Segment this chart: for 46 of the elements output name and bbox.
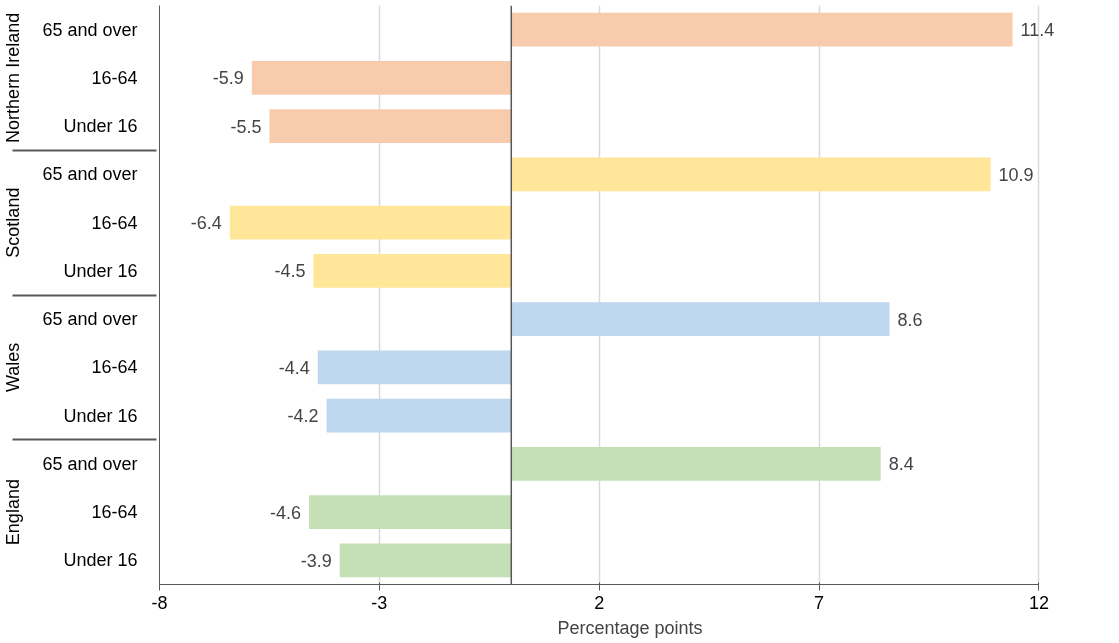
data-label: 8.4	[888, 454, 914, 475]
bar	[229, 205, 512, 240]
x-axis-title: Percentage points	[557, 617, 703, 638]
y-tick-label: Under 16	[63, 550, 138, 571]
data-label: 8.6	[897, 309, 923, 330]
bar	[339, 543, 512, 578]
text: Wales	[3, 342, 24, 393]
x-tick-label: 12	[1028, 592, 1049, 613]
data-label: 10.9	[998, 164, 1034, 185]
x-tick-label: -3	[371, 592, 388, 613]
data-label: -4.6	[269, 502, 302, 523]
bar	[313, 253, 512, 288]
y-tick-label: 65 and over	[42, 19, 138, 40]
y-tick-label: Under 16	[63, 260, 138, 281]
x-tick-label: 2	[594, 592, 605, 613]
data-label: 11.4	[1020, 20, 1055, 41]
y-tick-label: 65 and over	[42, 453, 138, 474]
x-tick-label: 7	[814, 592, 825, 613]
y-tick-label: 16-64	[91, 357, 138, 378]
data-label: -4.4	[278, 357, 310, 378]
bar	[511, 157, 991, 192]
y-tick-label: 16-64	[91, 67, 138, 88]
data-label: -3.9	[300, 550, 332, 571]
bar	[326, 398, 512, 433]
bar	[511, 12, 1013, 47]
data-label: -4.2	[287, 406, 319, 427]
bar	[309, 495, 512, 530]
y-tick-label: 65 and over	[42, 309, 138, 330]
y-tick-label: 65 and over	[42, 164, 138, 185]
bar	[511, 302, 890, 337]
bar	[511, 446, 881, 481]
y-tick-label: 16-64	[91, 212, 138, 233]
text: Northern Ireland	[3, 12, 24, 143]
text: England	[3, 479, 24, 546]
y-tick-label: 16-64	[91, 502, 138, 523]
x-tick-label: -8	[151, 592, 168, 613]
bar	[269, 109, 512, 144]
y-tick-label: Under 16	[63, 405, 138, 426]
y-tick-label: Under 16	[63, 116, 138, 137]
bar	[251, 60, 512, 95]
data-label: -4.5	[274, 261, 306, 282]
data-label: -5.9	[212, 68, 244, 89]
data-label: -5.5	[230, 116, 262, 137]
data-label: -6.4	[190, 213, 222, 234]
text: Scotland	[3, 187, 24, 258]
bar	[317, 350, 512, 385]
